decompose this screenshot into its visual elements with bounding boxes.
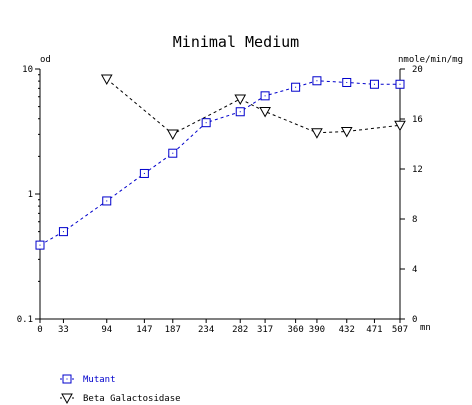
data-point-dot [316, 80, 318, 82]
data-point-dot [399, 83, 401, 85]
data-point-dot [62, 231, 64, 233]
chart-title: Minimal Medium [173, 33, 299, 51]
right-tick-label: 16 [412, 115, 423, 125]
data-point [100, 74, 113, 86]
data-point [61, 393, 73, 405]
data-point-dot [205, 122, 207, 124]
data-point [394, 120, 406, 132]
x-axis-label: mn [420, 323, 431, 333]
x-tick-label: 147 [136, 325, 152, 335]
series-line [39, 80, 400, 246]
data-point [340, 127, 353, 138]
data-point-dot [143, 172, 145, 174]
x-tick-label: 234 [198, 325, 214, 335]
data-point [234, 94, 247, 106]
x-tick-label: 471 [366, 325, 382, 335]
x-tick-label: 187 [165, 325, 181, 335]
right-tick-label: 12 [412, 165, 423, 175]
data-point-dot [295, 86, 297, 88]
right-tick-label: 20 [412, 65, 423, 75]
data-point-dot [373, 83, 375, 85]
left-axis-label: od [40, 55, 51, 65]
x-tick-label: 0 [37, 325, 42, 335]
data-point-dot [106, 200, 108, 202]
left-tick-label: 10 [22, 65, 33, 75]
x-tick-label: 282 [232, 325, 248, 335]
series-line [106, 78, 401, 135]
data-point-dot [264, 95, 266, 97]
x-tick-label: 94 [101, 325, 112, 335]
data-point-dot [346, 81, 348, 83]
data-point-dot [239, 111, 241, 113]
data-point-dot [39, 244, 41, 246]
right-tick-label: 4 [412, 265, 417, 275]
legend-label: Mutant [83, 375, 116, 385]
data-point-dot [66, 378, 68, 380]
data-point [166, 129, 179, 141]
data-point-dot [172, 152, 174, 154]
x-tick-label: 317 [257, 325, 273, 335]
x-tick-label: 33 [58, 325, 69, 335]
data-point [259, 107, 271, 118]
right-tick-label: 0 [412, 315, 417, 325]
legend-label: Beta Galactosidase [83, 394, 181, 404]
left-tick-label: 0.1 [17, 315, 33, 325]
data-point [311, 128, 323, 139]
left-tick-label: 1 [28, 190, 33, 200]
x-tick-label: 432 [339, 325, 355, 335]
x-tick-label: 390 [309, 325, 325, 335]
right-tick-label: 8 [412, 215, 417, 225]
right-axis-label: nmole/min/mg [398, 55, 463, 65]
x-tick-label: 360 [287, 325, 303, 335]
x-tick-label: 507 [392, 325, 408, 335]
